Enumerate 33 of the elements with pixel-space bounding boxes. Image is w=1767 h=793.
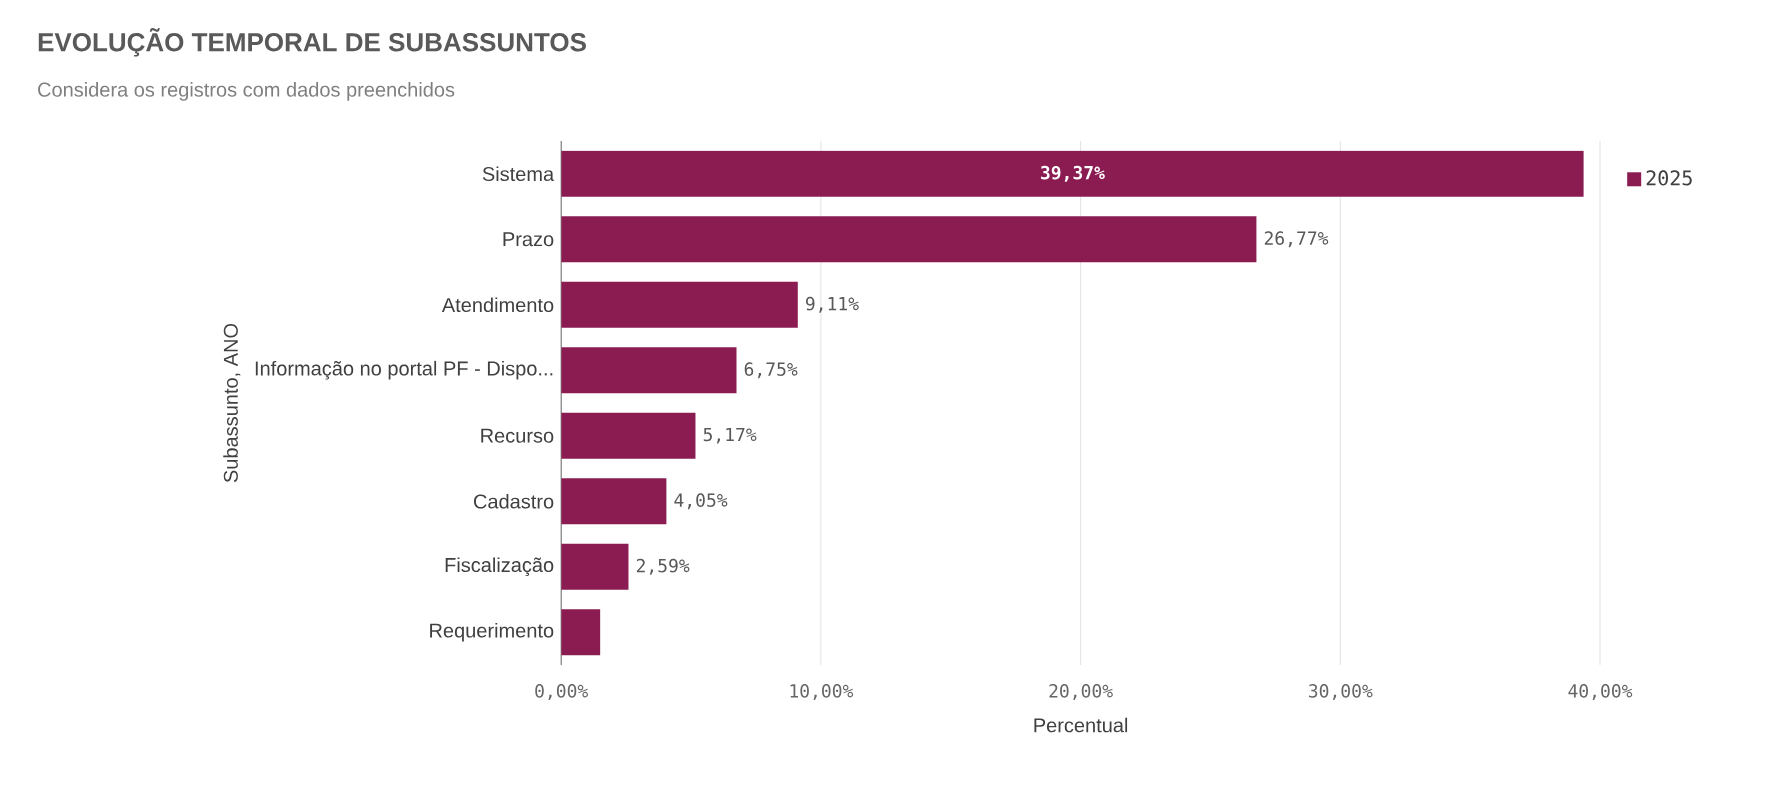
y-tick-label: Requerimento: [430, 622, 554, 642]
bar: [561, 281, 798, 328]
bar: [561, 347, 737, 394]
y-tick-label: Cadastro: [473, 493, 554, 509]
bar: [561, 543, 629, 590]
bar: [561, 609, 601, 656]
data-label: 26,77%: [1264, 231, 1329, 248]
y-tick-label: Atendimento: [441, 297, 554, 313]
y-tick-label: Recurso: [481, 428, 554, 443]
x-tick-label: 20,00%: [1049, 684, 1113, 700]
data-label: 2,59%: [636, 558, 690, 575]
y-axis-title: Subassunto, ANO: [223, 323, 241, 483]
bar: [561, 150, 1584, 197]
y-tick-label: Prazo: [503, 232, 554, 247]
y-tick-label: Informação no portal PF - Dispo...: [255, 360, 553, 380]
text: EVOLUÇÃO TEMPORAL DE SUBASSUNTOS: [38, 28, 586, 57]
data-label: 39,37%: [1041, 165, 1105, 182]
x-tick-label: 40,00%: [1568, 684, 1633, 700]
legend-label: 2025: [1646, 170, 1692, 186]
text: Considera os registros com dados preenchidos: [38, 82, 455, 101]
data-label: 5,17%: [703, 427, 757, 444]
bar: [561, 412, 696, 459]
y-tick-label: Fiscalização: [445, 557, 554, 577]
x-tick-label: 10,00%: [790, 684, 854, 700]
x-axis-title: Percentual: [1034, 717, 1128, 733]
data-label: 4,05%: [674, 493, 728, 510]
x-tick-label: 30,00%: [1308, 684, 1373, 700]
y-tick-label: Sistema: [482, 166, 555, 182]
bar: [561, 478, 667, 525]
bar: [561, 216, 1257, 263]
data-label: 9,11%: [805, 296, 859, 313]
x-tick-label: 0,00%: [535, 684, 588, 700]
data-label: 6,75%: [744, 362, 798, 379]
